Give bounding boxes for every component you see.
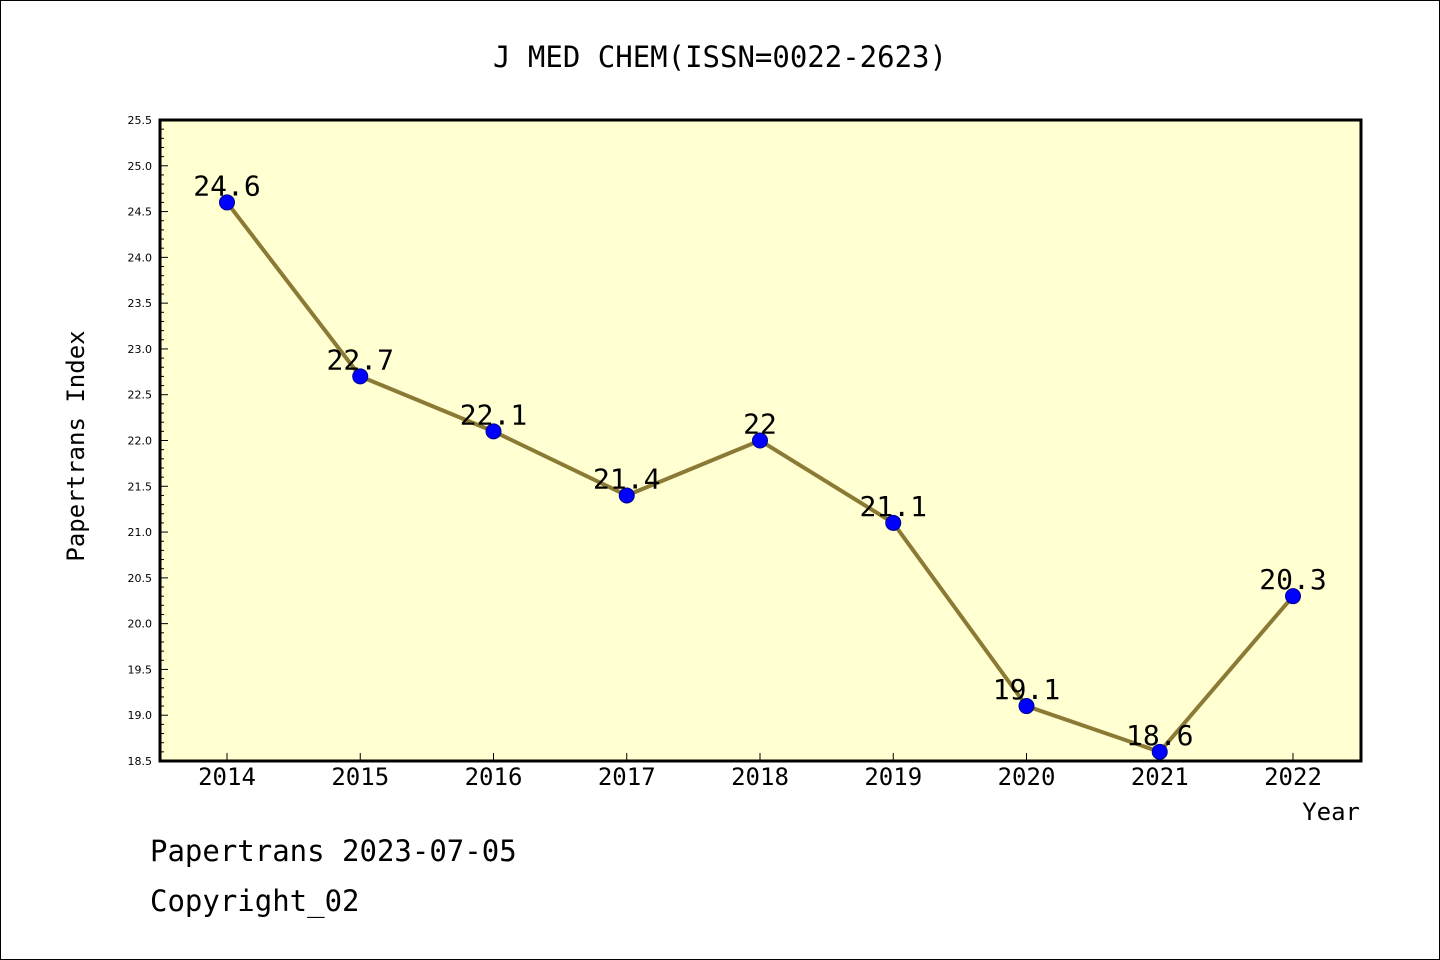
x-axis-label: Year: [1302, 798, 1360, 826]
y-axis: 18.5 19.0 19.5 20.0 20.5 21.0 21.5 22.0 22.5 23.0…: [128, 114, 168, 768]
data-point: [1018, 698, 1035, 715]
y-tick-label: 24.5: [128, 206, 153, 219]
y-tick-label: 25.5: [128, 114, 153, 127]
y-tick-label: 22.5: [128, 389, 153, 402]
data-point: [1285, 588, 1301, 605]
data-label: 21.1: [860, 490, 927, 523]
y-tick-label: 21.0: [128, 526, 153, 539]
x-tick-label: 2018: [731, 763, 789, 791]
x-tick-label: 2014: [198, 763, 256, 791]
data-point: [618, 487, 635, 504]
y-tick-label: 19.5: [128, 663, 153, 676]
x-tick-label: 2016: [465, 763, 523, 791]
y-tick-label: 19.0: [128, 709, 153, 722]
data-label: 24.6: [193, 169, 260, 202]
y-tick-label: 22.0: [128, 435, 153, 448]
y-axis-label: Papertrans Index: [62, 330, 90, 561]
y-tick-label: 25.0: [128, 160, 153, 173]
y-tick-label: 20.0: [128, 618, 153, 631]
chart-title: J MED CHEM(ISSN=0022-2623): [493, 40, 947, 74]
x-tick-label: 2019: [864, 763, 922, 791]
data-point: [885, 514, 902, 531]
x-axis: 2014 2015 2016 2017 2018 2019 2020 2021 2022: [198, 753, 1322, 791]
data-label: 22.1: [460, 398, 527, 431]
y-tick-label: 24.0: [128, 251, 153, 264]
y-tick-label: 23.0: [128, 343, 153, 356]
data-point: [1151, 743, 1168, 760]
y-tick-label: 23.5: [128, 297, 153, 310]
series-layer: 24.6 22.7 22.1 21.4 22 21.1 19.1 18.6 20.3: [193, 169, 1327, 760]
x-tick-label: 2021: [1131, 763, 1189, 791]
data-point: [485, 423, 502, 440]
y-tick-label: 21.5: [128, 480, 153, 493]
y-tick-label: 20.5: [128, 572, 153, 585]
x-tick-label: 2022: [1264, 763, 1322, 791]
y-tick-label: 18.5: [128, 755, 153, 768]
data-label: 20.3: [1259, 563, 1326, 596]
footer-copyright: Copyright_02: [150, 884, 360, 918]
data-label: 18.6: [1126, 719, 1193, 752]
x-tick-label: 2020: [998, 763, 1056, 791]
footer-date: Papertrans 2023-07-05: [150, 834, 517, 868]
data-label: 22.7: [327, 343, 394, 376]
data-point: [752, 432, 768, 449]
data-label: 19.1: [993, 673, 1060, 706]
data-point: [219, 194, 235, 211]
x-tick-label: 2017: [598, 763, 656, 791]
data-point: [352, 368, 369, 385]
data-label: 22: [743, 408, 777, 441]
x-tick-label: 2015: [331, 763, 389, 791]
data-label: 21.4: [593, 462, 660, 495]
